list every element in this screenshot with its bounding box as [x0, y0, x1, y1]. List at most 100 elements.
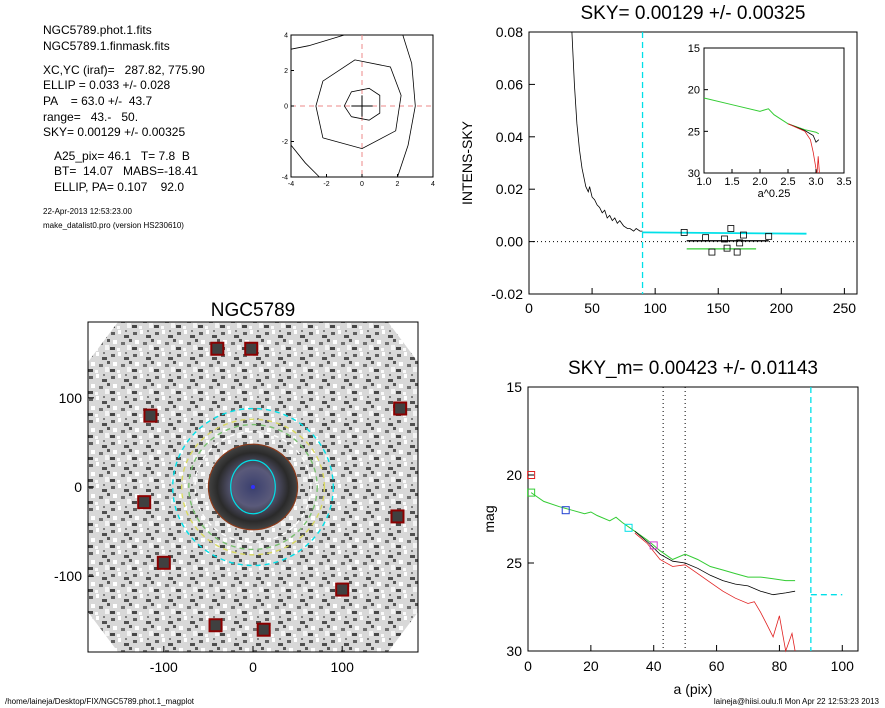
- date-stamp: 22-Apr-2013 12:53:23.00: [43, 207, 132, 216]
- mag-xtick-label: 100: [831, 658, 855, 674]
- mag-box-point: [561, 506, 570, 515]
- contour-ytick-label: 4: [284, 33, 288, 40]
- galaxy-image-plot: NGC5789 -100 0 100 -100 0 100: [54, 300, 419, 675]
- sky-ylabel: INTENS-SKY: [459, 120, 475, 205]
- masked-star-box: [156, 555, 171, 570]
- input-file-name: NGC5789.phot.1.fits: [43, 23, 152, 37]
- contour-xtick-label: 2: [396, 181, 400, 188]
- contour-ytick-label: 2: [284, 68, 288, 75]
- inset-black-line: [787, 123, 820, 143]
- sky-frame: [528, 31, 858, 295]
- galaxy-center-marker: [251, 485, 255, 489]
- sky-ytick-label: 0.08: [496, 24, 523, 40]
- contour-xtick-label: 4: [431, 181, 435, 188]
- contour-xtick-label: -4: [288, 181, 294, 188]
- program-version: make_datalist0.pro (version HS230610): [43, 221, 184, 230]
- galaxy-xtick-label: -100: [150, 659, 178, 675]
- sky-box-point: [736, 239, 744, 247]
- galaxy-ytick-label: -100: [54, 568, 82, 584]
- sky-xtick-label: 150: [707, 300, 731, 316]
- sky-box-point: [708, 248, 716, 256]
- inset-ytick-label: 25: [688, 126, 700, 138]
- sky-box-point: [727, 225, 735, 232]
- mag-xlabel: a (pix): [674, 681, 713, 697]
- sky-box-point: [680, 229, 688, 236]
- sky-profile-plot: SKY= 0.00129 +/- 0.00325 0 50 100 150 200 250 -…: [459, 3, 858, 316]
- mag-xtick-label: 40: [646, 658, 662, 674]
- mag-frame: [527, 386, 859, 652]
- sky-ytick-label: 0.00: [496, 234, 523, 250]
- mag-ytick-label: 15: [506, 379, 522, 395]
- mag-profile-plot: SKY_m= 0.00423 +/- 0.01143 0 20 40 60 80 100 15…: [481, 358, 859, 697]
- inset-ytick-label: 15: [688, 43, 700, 55]
- isophote-ring-1: [180, 418, 326, 556]
- galaxy-ytick-label: 100: [59, 390, 83, 406]
- sky-ytick-label: 0.04: [496, 129, 523, 145]
- range-value: range= 43.- 50.: [43, 110, 139, 124]
- contour-line-4: [290, 144, 320, 178]
- isophote-ring-2: [188, 423, 318, 551]
- mag-ytick-label: 30: [506, 643, 522, 659]
- contour-ytick-label: 0: [284, 104, 288, 111]
- contour-line-0: [343, 87, 381, 121]
- contour-line-1: [315, 59, 402, 150]
- sky-box-point: [765, 232, 773, 240]
- masked-star-box: [143, 408, 158, 423]
- isophote-ring-4: [207, 443, 299, 531]
- sky-profile-title: SKY= 0.00129 +/- 0.00325: [580, 3, 805, 24]
- ellip-pa-value: ELLIP, PA= 0.107 92.0: [54, 180, 184, 194]
- isophote-ring-5: [230, 459, 276, 515]
- a25-value: A25_pix= 46.1 T= 7.8 B: [54, 149, 190, 163]
- sky-ytick-label: 0.06: [496, 76, 523, 92]
- masked-star-box: [256, 622, 271, 637]
- mag-box-point: [624, 523, 633, 532]
- contour-plot: -4 -2 0 2 4 -4 -2 0 2 4: [282, 33, 435, 189]
- sky-xtick-label: 100: [643, 300, 667, 316]
- inset-xtick-label: 1.5: [724, 176, 739, 188]
- contour-ytick-label: -4: [282, 175, 288, 182]
- file-path-footer: /home/laineja/Desktop/FIX/NGC5789.phot.1…: [5, 697, 194, 706]
- mag-green-line: [530, 492, 796, 582]
- inset-green-line: [703, 97, 820, 135]
- sky-xtick-label: 0: [525, 300, 533, 316]
- mag-ylabel: mag: [481, 505, 497, 532]
- mag-box-point: [649, 541, 658, 550]
- galaxy-ytick-label: 0: [74, 479, 82, 495]
- mag-red-line: [634, 532, 796, 653]
- contour-line-3: [397, 34, 416, 178]
- inset-xlabel: a^0.25: [758, 188, 791, 200]
- mag-xtick-label: 80: [772, 658, 788, 674]
- sky-value: SKY= 0.00129 +/- 0.00325: [43, 125, 186, 139]
- inset-frame: [703, 47, 845, 174]
- inset-xtick-label: 3.0: [808, 176, 823, 188]
- masked-star-box: [137, 495, 152, 510]
- contour-ytick-label: -2: [282, 139, 288, 146]
- mag-xtick-label: 60: [709, 658, 725, 674]
- sky-xtick-label: 50: [584, 300, 600, 316]
- sky-box-point: [740, 231, 747, 239]
- galaxy-title: NGC5789: [211, 300, 296, 321]
- inset-ytick-label: 20: [688, 85, 700, 97]
- sky-xtick-label: 200: [770, 300, 794, 316]
- masked-star-box: [244, 341, 259, 356]
- contour-xtick-label: -2: [323, 181, 329, 188]
- inset-xtick-label: 1.0: [696, 176, 711, 188]
- mag-xtick-label: 0: [524, 658, 532, 674]
- sky-box-point: [733, 248, 741, 256]
- sky-cyan-line: [642, 231, 807, 235]
- inset-ytick-label: 30: [688, 168, 700, 180]
- ellipticity-value: ELLIP = 0.033 +/- 0.028: [43, 78, 171, 92]
- mag-ytick-label: 25: [506, 555, 522, 571]
- intensity-profile-line: [571, 31, 643, 232]
- contour-line-2: [290, 34, 345, 50]
- mag-box-point: [527, 488, 536, 497]
- bt-mabs-value: BT= 14.07 MABS=-18.41: [54, 164, 199, 178]
- position-angle-value: PA = 63.0 +/- 43.7: [43, 94, 153, 108]
- masked-star-box: [210, 341, 225, 356]
- inset-xtick-label: 2.0: [752, 176, 767, 188]
- inset-red-line: [787, 123, 820, 174]
- center-coords: XC,YC (iraf)= 287.82, 775.90: [43, 63, 205, 77]
- galaxy-xtick-label: 0: [249, 659, 257, 675]
- galaxy-xtick-label: 100: [331, 659, 355, 675]
